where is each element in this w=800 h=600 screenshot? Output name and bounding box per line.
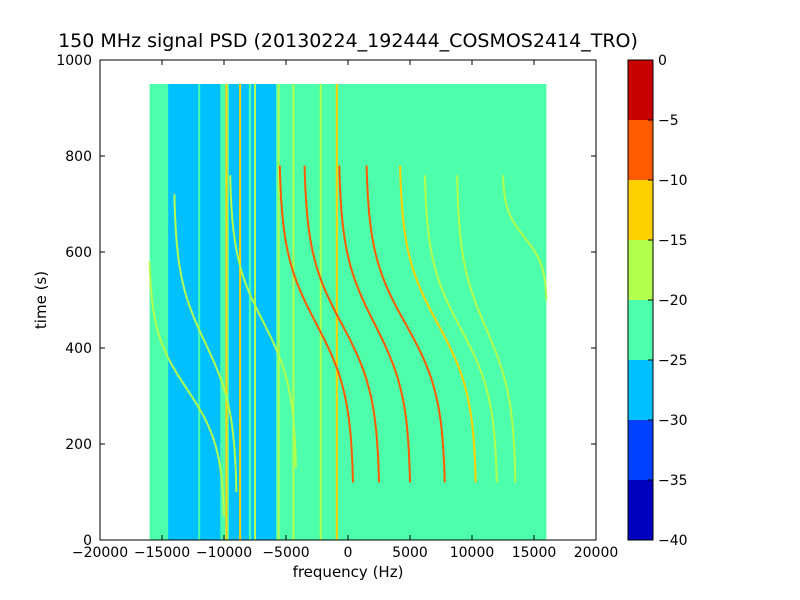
x-tick-label: 20000: [574, 545, 619, 561]
low-power-band: [168, 84, 193, 540]
colorbar-segment: [628, 420, 653, 480]
doppler-trace: [423, 175, 498, 483]
y-tick-label: 0: [83, 533, 92, 549]
x-tick-label: −20000: [72, 545, 128, 561]
x-tick-label: 5000: [392, 545, 428, 561]
low-power-band: [228, 84, 249, 540]
colorbar-tick-label: −35: [658, 473, 688, 489]
low-power-band: [193, 84, 221, 540]
colorbar: −40 −35 −30 −25 −20 −15 −10 −5 0: [627, 53, 688, 549]
colorbar-segment: [628, 120, 653, 180]
chart-title: 150 MHz signal PSD (20130224_192444_COSM…: [58, 30, 638, 52]
colorbar-tick-label: −20: [658, 293, 688, 309]
heatmap-layer: [148, 84, 548, 540]
x-tick-label: −5000: [262, 545, 309, 561]
x-tick-label: −15000: [134, 545, 190, 561]
y-tick-label: 800: [65, 149, 92, 165]
y-tick-label: 200: [65, 437, 92, 453]
y-tick-label: 600: [65, 245, 92, 261]
colorbar-tick-label: −40: [658, 533, 688, 549]
doppler-trace: [148, 261, 225, 517]
doppler-trace: [303, 165, 380, 483]
colorbar-segment: [628, 480, 653, 540]
colorbar-segment: [628, 300, 653, 360]
x-tick-label: 10000: [450, 545, 495, 561]
doppler-trace: [365, 165, 446, 483]
colorbar-segment: [628, 60, 653, 120]
x-tick-label: 0: [344, 545, 353, 561]
colorbar-segment: [628, 240, 653, 300]
doppler-trace: [278, 165, 354, 483]
colorbar-tick-label: −25: [658, 353, 688, 369]
y-axis-label: time (s): [32, 271, 50, 329]
x-axis: −20000 −15000 −10000 −5000 0 5000 10000 15000 20…: [72, 60, 618, 561]
y-axis: 0 200 400 600 800 1000: [56, 53, 596, 549]
y-tick-label: 400: [65, 341, 92, 357]
doppler-trace: [229, 175, 297, 469]
doppler-trace: [173, 194, 238, 493]
y-tick-label: 1000: [56, 53, 92, 69]
colorbar-segment: [628, 180, 653, 240]
colorbar-tick-label: −10: [658, 173, 688, 189]
doppler-trace: [502, 175, 548, 301]
colorbar-tick-label: −30: [658, 413, 688, 429]
x-axis-label: frequency (Hz): [293, 563, 404, 581]
doppler-trace: [399, 165, 477, 483]
doppler-trace: [456, 175, 517, 483]
x-tick-label: −10000: [196, 545, 252, 561]
doppler-trace: [338, 165, 411, 483]
colorbar-tick-label: −15: [658, 233, 688, 249]
colorbar-segment: [628, 360, 653, 420]
colorbar-tick-label: 0: [658, 53, 667, 69]
colorbar-tick-label: −5: [658, 113, 679, 129]
x-tick-label: 15000: [512, 545, 557, 561]
